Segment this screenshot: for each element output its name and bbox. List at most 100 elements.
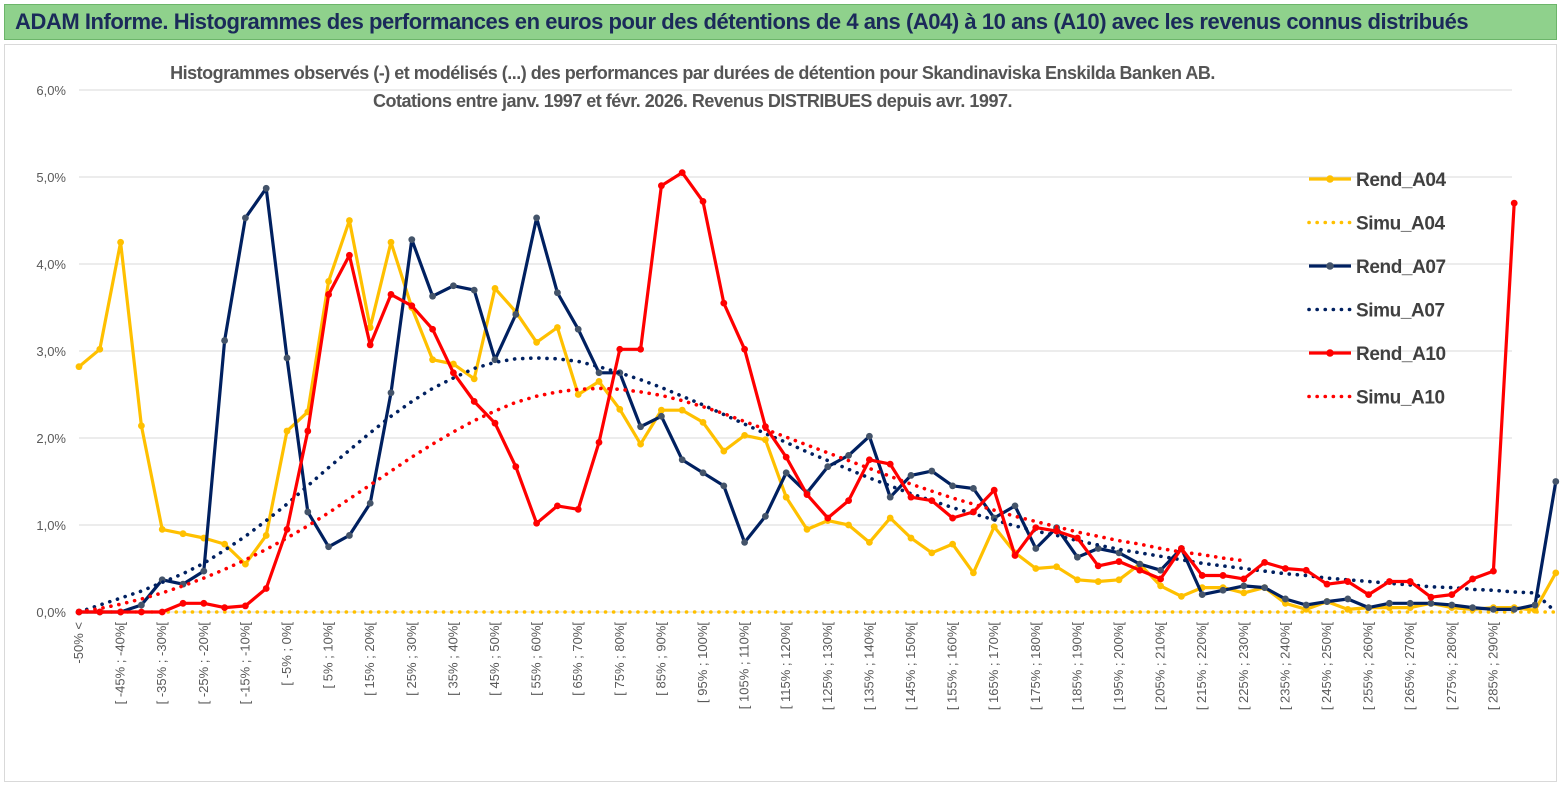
series-line xyxy=(77,218,1558,612)
data-point xyxy=(949,482,956,490)
x-tick-label: [ 5% ; 10%[ xyxy=(321,622,336,689)
data-point xyxy=(1240,582,1248,590)
legend-marker-dot xyxy=(1326,262,1334,270)
data-point xyxy=(221,540,229,548)
data-point xyxy=(221,337,229,344)
data-point xyxy=(325,543,332,551)
data-point xyxy=(616,405,624,413)
data-point xyxy=(387,238,395,246)
y-tick-label: 2,0% xyxy=(36,431,66,446)
data-point xyxy=(803,525,811,533)
data-point xyxy=(658,406,665,414)
x-tick-label: [ -15% ; -10%[ xyxy=(237,622,252,705)
data-point xyxy=(1053,527,1060,535)
data-point xyxy=(242,560,249,568)
data-point xyxy=(741,431,748,439)
data-point xyxy=(574,325,582,333)
data-point xyxy=(512,311,520,318)
data-point xyxy=(866,539,873,546)
data-point xyxy=(221,604,229,612)
data-point xyxy=(387,389,395,397)
x-tick-label: [ 115% ; 120%[ xyxy=(778,622,793,710)
data-point xyxy=(1427,599,1435,607)
data-point xyxy=(1053,563,1060,571)
data-point xyxy=(1219,586,1227,594)
data-point xyxy=(408,302,416,310)
data-point xyxy=(658,412,665,420)
data-point xyxy=(304,427,312,435)
x-tick-label: [ 125% ; 130%[ xyxy=(820,622,835,711)
data-point xyxy=(1510,605,1518,613)
y-tick-label: 0,0% xyxy=(36,605,66,620)
data-point xyxy=(762,512,769,520)
data-point xyxy=(1302,601,1310,609)
data-point xyxy=(1282,565,1289,572)
data-point xyxy=(138,601,145,609)
data-point xyxy=(1136,560,1144,568)
y-tick-label: 5,0% xyxy=(36,170,66,185)
data-point xyxy=(1115,558,1123,565)
data-point xyxy=(1302,566,1310,574)
x-tick-label: [ 195% ; 200%[ xyxy=(1111,622,1126,711)
legend-label: Simu_A10 xyxy=(1356,388,1445,409)
data-point xyxy=(1157,575,1164,583)
data-point xyxy=(366,499,374,507)
x-tick-label: [ 185% ; 190%[ xyxy=(1069,622,1084,711)
data-point xyxy=(1198,591,1206,598)
x-tick-label: [ -5% ; 0%[ xyxy=(279,622,294,686)
data-point xyxy=(158,525,166,533)
data-point xyxy=(1552,478,1560,485)
data-point xyxy=(1032,545,1040,552)
data-point xyxy=(450,369,457,377)
data-point xyxy=(637,440,644,448)
data-point xyxy=(366,324,374,331)
x-tick-label: [ 95% ; 100%[ xyxy=(695,622,710,703)
data-point xyxy=(1178,545,1185,552)
data-point xyxy=(720,447,728,455)
data-point xyxy=(491,419,499,427)
data-point xyxy=(699,197,707,205)
x-tick-label: -50% < xyxy=(71,622,86,664)
x-tick-label: [ 175% ; 180%[ xyxy=(1028,622,1043,711)
data-point xyxy=(782,493,790,501)
data-point xyxy=(782,453,790,461)
data-point xyxy=(533,519,540,527)
x-tick-label: [ 255% ; 260%[ xyxy=(1361,622,1376,711)
data-point xyxy=(366,341,374,349)
data-point xyxy=(429,325,436,333)
series-simu-a10 xyxy=(77,386,1246,614)
data-point xyxy=(387,291,395,298)
x-tick-label: [ 25% ; 30%[ xyxy=(404,622,419,696)
x-tick-label: [ 235% ; 240%[ xyxy=(1277,622,1292,711)
data-point xyxy=(450,282,457,290)
data-point xyxy=(262,532,270,539)
data-point xyxy=(845,452,852,459)
data-point xyxy=(1448,601,1456,609)
data-point xyxy=(1406,578,1414,585)
data-point xyxy=(491,356,499,364)
data-point xyxy=(1469,604,1476,612)
data-point xyxy=(554,324,561,331)
data-point xyxy=(1469,575,1476,583)
data-point xyxy=(845,497,852,505)
header-bar: ADAM Informe. Histogrammes des performan… xyxy=(4,4,1557,40)
data-point xyxy=(554,289,561,297)
data-point xyxy=(346,217,353,224)
data-point xyxy=(886,514,894,522)
legend-label: Simu_A04 xyxy=(1356,214,1446,235)
data-point xyxy=(658,182,665,190)
data-point xyxy=(158,608,166,616)
data-point xyxy=(179,530,187,538)
data-point xyxy=(990,486,998,494)
data-point xyxy=(533,214,540,222)
legend-marker-dot xyxy=(1326,175,1334,183)
x-tick-label: [ 45% ; 50%[ xyxy=(487,622,502,696)
data-point xyxy=(242,602,249,610)
data-point xyxy=(1094,545,1102,552)
data-point xyxy=(1198,572,1206,579)
series-rend-a07 xyxy=(75,184,1560,616)
x-tick-label: [ 285% ; 290%[ xyxy=(1485,622,1500,711)
data-point xyxy=(179,599,187,607)
data-point xyxy=(824,463,832,471)
data-point xyxy=(990,523,998,531)
